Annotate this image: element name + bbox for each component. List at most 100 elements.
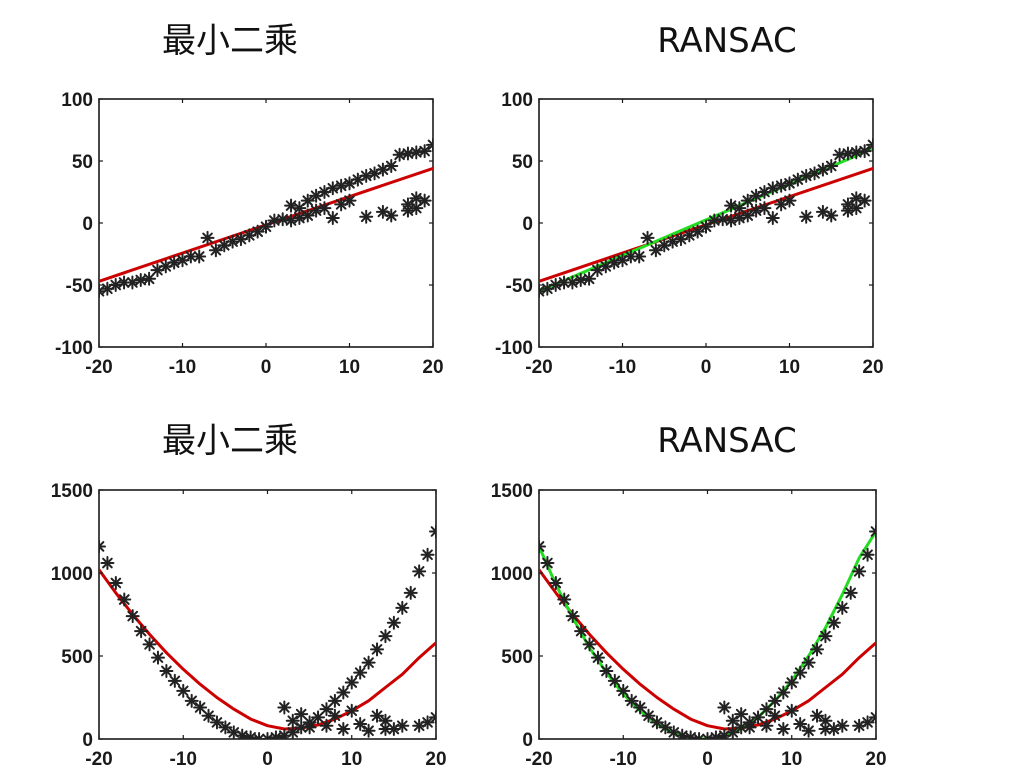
data-point xyxy=(100,556,115,571)
data-point xyxy=(359,168,374,183)
plot-frame xyxy=(538,489,877,740)
data-point xyxy=(624,693,639,708)
data-point xyxy=(327,693,342,708)
data-point xyxy=(429,710,436,725)
data-point xyxy=(799,168,814,183)
data-point xyxy=(826,615,841,630)
y-tick-label: 100 xyxy=(61,90,93,111)
x-tick-label: 0 xyxy=(702,749,713,770)
y-tick-label: 100 xyxy=(501,90,533,111)
data-point xyxy=(176,683,191,698)
data-point xyxy=(342,193,357,208)
x-tick-label: 20 xyxy=(862,357,883,378)
data-point xyxy=(417,144,432,159)
data-point xyxy=(117,592,132,607)
y-tick-label: -50 xyxy=(506,276,533,297)
data-point xyxy=(277,700,292,715)
data-point xyxy=(742,720,757,735)
data-point xyxy=(317,201,332,216)
data-point xyxy=(548,575,563,590)
data-point xyxy=(801,723,816,738)
chart-panel: 最小二乘 -20 -10 0 10 20 0 500 1000 1500 xyxy=(51,421,447,770)
data-point xyxy=(810,642,825,657)
data-point xyxy=(392,147,407,162)
data-point xyxy=(327,708,342,723)
data-point xyxy=(782,193,797,208)
plot-frame xyxy=(98,489,437,740)
data-point xyxy=(835,600,850,615)
x-tick-label: 10 xyxy=(781,749,802,770)
data-point xyxy=(284,198,299,213)
data-point xyxy=(857,144,872,159)
data-point xyxy=(776,685,791,700)
data-point xyxy=(142,271,157,286)
data-point xyxy=(108,278,123,292)
data-point xyxy=(311,710,326,725)
data-point xyxy=(725,713,740,728)
data-point xyxy=(117,275,132,290)
data-point xyxy=(259,219,273,234)
plot-area xyxy=(539,524,876,739)
data-point xyxy=(412,564,427,579)
x-tick-label: 0 xyxy=(262,749,273,770)
y-tick-label: 50 xyxy=(72,152,93,173)
data-point xyxy=(649,715,664,730)
chart-title: RANSAC xyxy=(657,421,797,461)
data-point xyxy=(632,249,647,264)
data-point xyxy=(167,255,182,270)
data-point xyxy=(200,230,215,245)
data-point xyxy=(268,730,283,739)
data-point xyxy=(319,718,334,733)
x-tick-label: 10 xyxy=(339,357,360,378)
data-point xyxy=(292,211,307,226)
data-point xyxy=(309,203,324,218)
data-point xyxy=(275,212,290,227)
data-point xyxy=(793,665,808,680)
data-point xyxy=(395,718,410,733)
x-tick-label: -10 xyxy=(170,749,197,770)
data-point xyxy=(692,732,707,739)
x-tick-label: -20 xyxy=(525,357,552,378)
data-point xyxy=(429,524,436,539)
data-point xyxy=(150,650,165,665)
data-point xyxy=(759,718,774,733)
data-point xyxy=(633,700,648,715)
data-point xyxy=(849,145,864,160)
x-tick-label: -10 xyxy=(609,357,636,378)
data-point xyxy=(683,730,698,739)
data-point xyxy=(142,637,157,652)
data-point xyxy=(767,693,782,708)
least-squares-fit-line xyxy=(99,568,436,731)
plot-area xyxy=(99,137,433,299)
data-point xyxy=(801,655,816,670)
data-point xyxy=(857,193,872,208)
data-point xyxy=(336,685,351,700)
y-tick-label: 500 xyxy=(61,647,93,668)
data-point xyxy=(757,201,772,216)
data-point xyxy=(599,663,614,678)
plot-area xyxy=(99,524,436,739)
x-tick-label: -20 xyxy=(85,357,112,378)
data-point xyxy=(134,624,149,639)
y-tick-label: 0 xyxy=(522,214,533,235)
x-tick-label: 0 xyxy=(701,357,712,378)
data-point xyxy=(690,224,705,239)
data-point xyxy=(294,720,309,735)
x-tick-label: 20 xyxy=(865,749,886,770)
plot-area xyxy=(539,137,873,299)
data-point xyxy=(426,137,433,152)
y-tick-label: 1500 xyxy=(51,481,93,502)
data-point xyxy=(573,273,588,288)
data-point xyxy=(590,650,605,665)
data-point xyxy=(325,211,340,226)
data-point xyxy=(353,665,368,680)
data-point xyxy=(675,728,690,739)
data-point xyxy=(285,713,300,728)
data-point xyxy=(267,213,282,228)
data-point xyxy=(540,556,555,571)
data-point xyxy=(400,146,415,161)
data-point xyxy=(557,275,572,290)
